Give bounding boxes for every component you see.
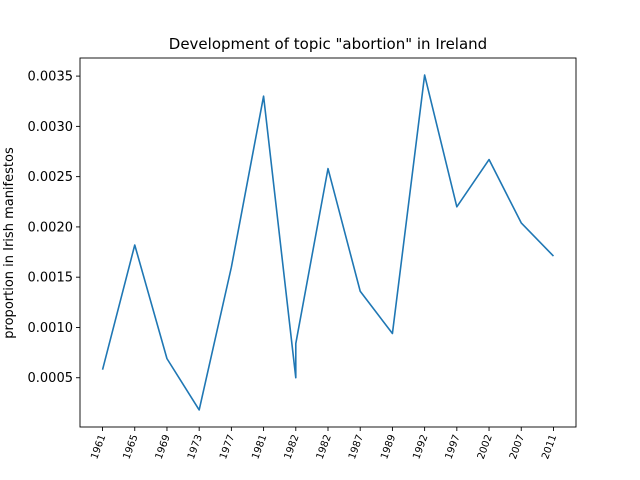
y-tick-label: 0.0020 (28, 220, 74, 235)
y-tick-label: 0.0010 (28, 321, 74, 336)
y-tick-label: 0.0005 (28, 371, 74, 386)
y-tick-label: 0.0030 (28, 120, 74, 135)
chart-title: Development of topic "abortion" in Irela… (169, 35, 487, 53)
y-tick-label: 0.0035 (28, 70, 74, 85)
y-axis-label: proportion in Irish manifestos (2, 147, 17, 339)
axes-frame (79, 57, 577, 428)
y-tick-label: 0.0025 (28, 170, 74, 185)
y-tick-label: 0.0015 (28, 271, 74, 286)
series-line (101, 74, 555, 411)
